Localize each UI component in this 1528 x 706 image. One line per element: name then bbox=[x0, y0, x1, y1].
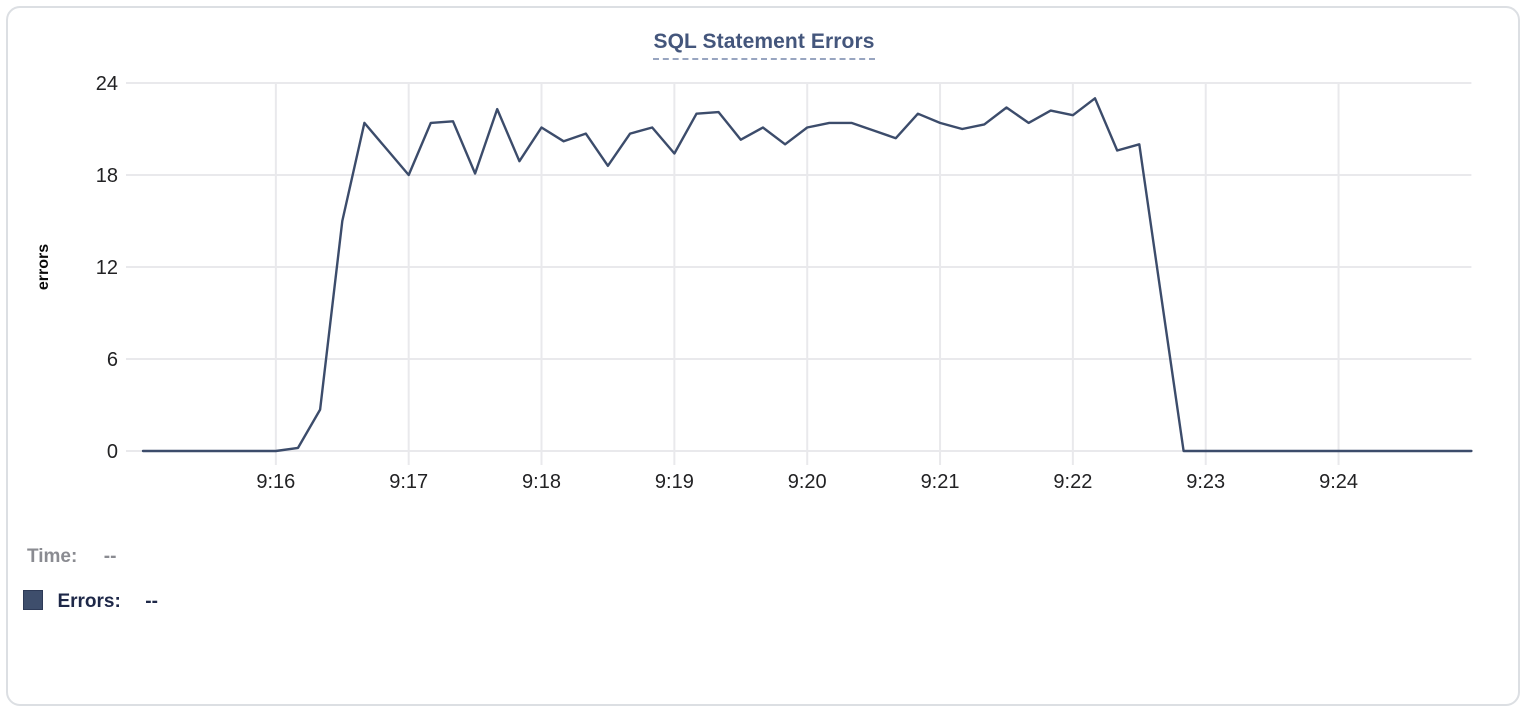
time-value: -- bbox=[103, 546, 117, 567]
x-tick-label: 9:16 bbox=[256, 471, 295, 493]
y-tick-label: 24 bbox=[96, 73, 118, 95]
y-tick-label: 6 bbox=[107, 349, 118, 371]
chart-title[interactable]: SQL Statement Errors bbox=[653, 30, 875, 60]
x-tick-label: 9:19 bbox=[655, 471, 694, 493]
x-tick-label: 9:17 bbox=[389, 471, 428, 493]
x-tick-label: 9:21 bbox=[921, 471, 960, 493]
chart-title-row: SQL Statement Errors bbox=[0, 30, 1528, 60]
legend-row-time: Time: -- bbox=[27, 546, 116, 568]
chart-card bbox=[6, 6, 1520, 706]
y-tick-label: 12 bbox=[96, 257, 118, 279]
x-tick-label: 9:20 bbox=[788, 471, 827, 493]
errors-value: -- bbox=[145, 591, 158, 612]
series-line-errors bbox=[141, 97, 1473, 453]
errors-series-swatch bbox=[23, 590, 43, 610]
errors-label: Errors: bbox=[57, 591, 121, 612]
y-tick-label: 18 bbox=[96, 165, 118, 187]
x-tick-label: 9:22 bbox=[1053, 471, 1092, 493]
x-tick-label: 9:23 bbox=[1186, 471, 1225, 493]
legend-row-errors: Errors: -- bbox=[23, 590, 158, 613]
x-tick-label: 9:24 bbox=[1319, 471, 1358, 493]
y-tick-label: 0 bbox=[107, 441, 118, 463]
time-label: Time: bbox=[27, 546, 78, 567]
errors-line-chart[interactable]: 0 6 12 18 24 9:16 9:17 9:18 9:19 9:20 9:21 9:22 9:23… bbox=[0, 0, 1528, 652]
x-tick-label: 9:18 bbox=[522, 471, 561, 493]
y-axis-title: errors bbox=[35, 244, 52, 290]
